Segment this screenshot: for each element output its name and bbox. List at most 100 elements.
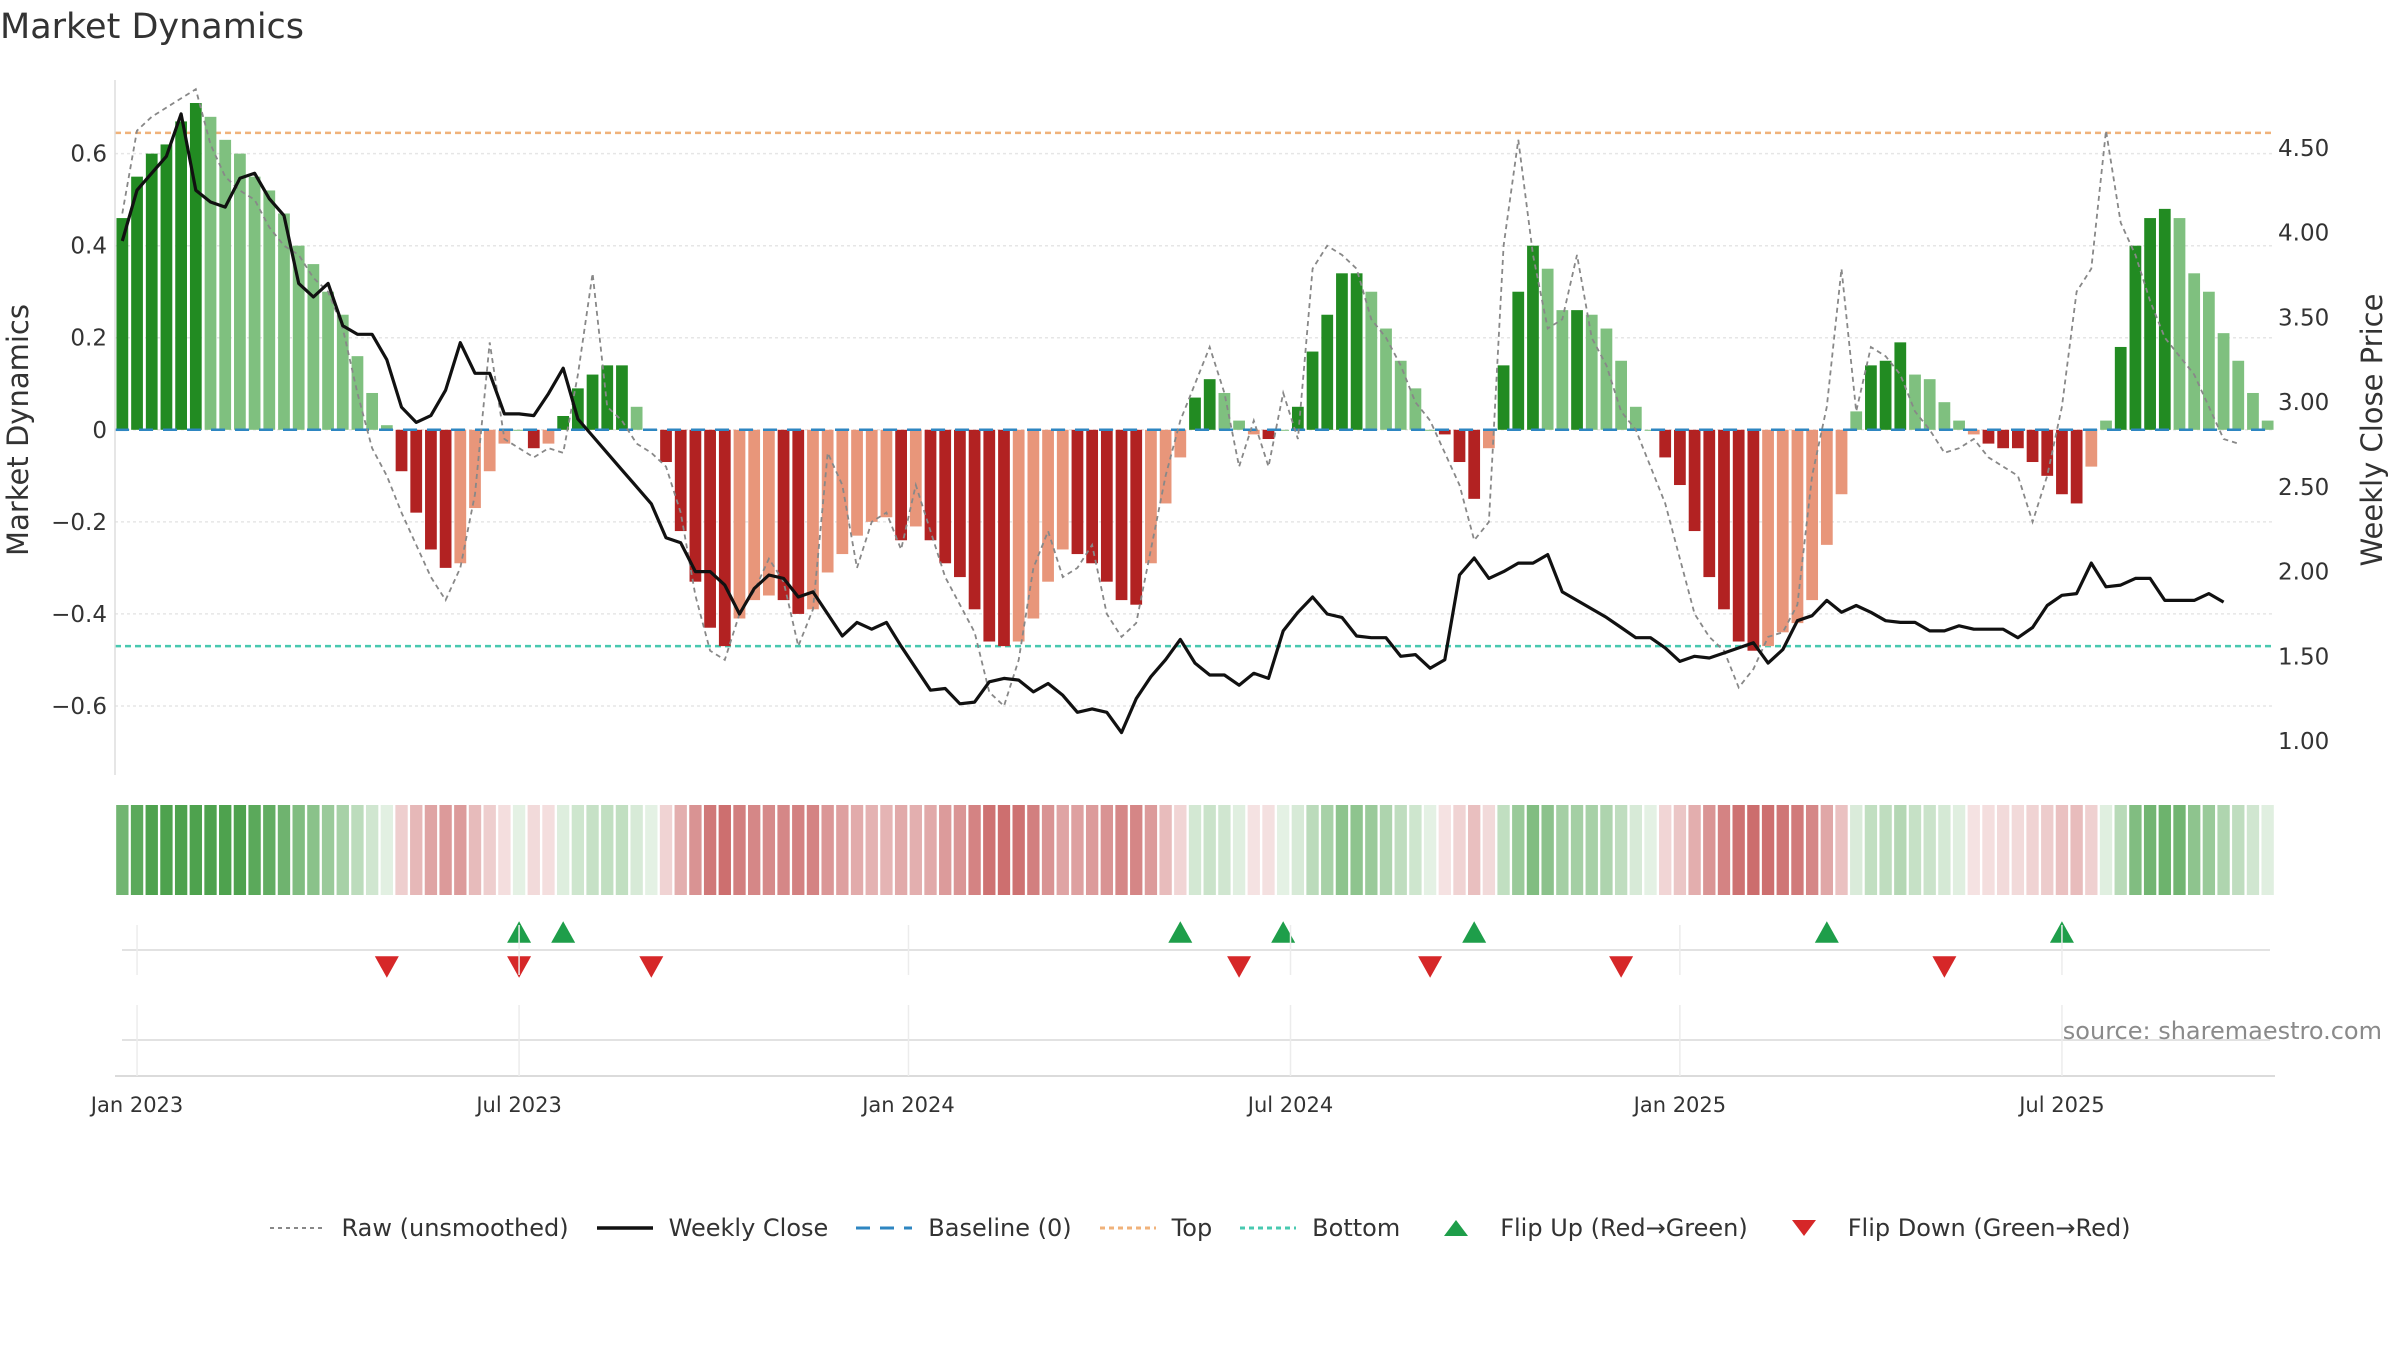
dynamics-bar: [1732, 429, 1745, 642]
dynamics-bar: [1571, 310, 1583, 430]
y-tick-label: 0.6: [70, 142, 107, 168]
heat-cell: [601, 805, 614, 895]
heat-cell: [821, 805, 834, 895]
heat-cell: [1967, 805, 1980, 895]
heat-cell: [1512, 805, 1525, 895]
dynamics-bar: [1100, 429, 1113, 582]
y-tick-label: 0.2: [70, 326, 107, 352]
dynamics-bar: [1277, 429, 1290, 431]
heat-cell: [2011, 805, 2025, 895]
y2-tick-label: 1.50: [2278, 644, 2329, 670]
y2-tick-label: 4.00: [2278, 221, 2329, 247]
dynamics-bar: [1189, 397, 1201, 430]
legend-swatch-icon: [1444, 1220, 1469, 1236]
heat-cell: [1012, 805, 1025, 895]
heat-cell: [674, 805, 687, 895]
legend-label: Bottom: [1312, 1214, 1401, 1242]
dynamics-bar: [1967, 429, 1980, 435]
heat-cell: [1614, 805, 1628, 895]
reference-lines: [115, 131, 2275, 648]
dynamics-bar: [748, 429, 761, 601]
dynamics-bar: [1585, 314, 1598, 430]
heat-cell: [1864, 805, 1878, 895]
dynamics-bar: [630, 406, 643, 430]
legend-label: Top: [1171, 1214, 1213, 1242]
dynamics-bar: [2085, 429, 2098, 467]
dynamics-bar: [1336, 273, 1348, 430]
legend-swatch-icon: [856, 1226, 913, 1230]
legend: Raw (unsmoothed) Weekly Close Baseline (0)…: [0, 1208, 2400, 1248]
heat-cell: [1659, 805, 1672, 895]
heat-cell: [1321, 805, 1334, 895]
dynamics-bar: [116, 218, 129, 430]
heat-cell: [806, 805, 820, 895]
dynamics-bar: [1629, 406, 1642, 430]
heat-cell: [1497, 805, 1510, 895]
dynamics-bar: [483, 429, 496, 472]
dynamics-bar: [1600, 328, 1613, 430]
heat-cell: [1982, 805, 1995, 895]
dynamics-bar: [1159, 429, 1172, 504]
dynamics-bar: [351, 356, 364, 430]
heat-cell: [1952, 805, 1966, 895]
y2-tick-label: 1.00: [2278, 729, 2329, 755]
heat-cell: [1894, 805, 1907, 895]
heat-cell: [1276, 805, 1290, 895]
heat-cell: [1732, 805, 1745, 895]
heat-cell: [1644, 805, 1657, 895]
heat-cell: [2158, 805, 2171, 895]
legend-label: Flip Up (Red→Green): [1500, 1214, 1748, 1242]
dynamics-bar: [1527, 245, 1539, 430]
dynamics-bar: [733, 429, 746, 619]
dynamics-bar: [571, 388, 584, 430]
dynamics-bar: [1145, 429, 1157, 564]
heat-cell: [2041, 805, 2054, 895]
heat-cell: [351, 805, 364, 895]
x-tick-label: Jan 2024: [860, 1093, 955, 1117]
heat-cell: [2070, 805, 2083, 895]
heat-cell: [865, 805, 878, 895]
dynamics-bar: [954, 429, 966, 578]
dynamics-bar: [2232, 360, 2245, 430]
dynamics-bar: [189, 103, 202, 430]
heat-cell: [2099, 805, 2113, 895]
heat-cell: [1556, 805, 1569, 895]
heat-cell: [2085, 805, 2098, 895]
heat-cell: [1703, 805, 1716, 895]
legend-swatch-icon: [1791, 1220, 1816, 1236]
dynamics-bar: [865, 429, 878, 522]
x-tick-label: Jan 2023: [89, 1093, 184, 1117]
heat-cell: [116, 805, 129, 895]
heat-cell: [145, 805, 158, 895]
dynamics-bar: [909, 429, 922, 527]
dynamics-bar: [1982, 429, 1995, 444]
heat-cell: [1130, 805, 1143, 895]
dynamics-bar: [1497, 365, 1510, 430]
dynamics-bar: [880, 429, 893, 518]
y-tick-label: 0.4: [70, 234, 107, 260]
dynamics-bar: [425, 429, 437, 550]
heat-cell: [483, 805, 496, 895]
dynamics-bar: [469, 429, 481, 509]
dynamics-bar: [821, 429, 834, 573]
dynamics-bar: [527, 429, 540, 449]
dynamics-bar: [2158, 208, 2171, 430]
axes: 0.6 0.4 0.2 0 −0.2 −0.4 −0.6 4.50 4.00 3.50 3.00 2.…: [51, 80, 2329, 775]
heat-cell: [2246, 805, 2260, 895]
heat-cell: [718, 805, 731, 895]
dynamics-bar: [1644, 429, 1657, 431]
heat-cell: [1159, 805, 1172, 895]
heat-cell: [953, 805, 967, 895]
heat-cell: [1247, 805, 1260, 895]
dynamics-bar: [278, 213, 290, 430]
dynamics-bar: [2056, 429, 2068, 495]
y2-tick-label: 3.50: [2278, 305, 2329, 331]
heat-cell: [1174, 805, 1187, 895]
legend-swatch-icon: [1099, 1226, 1156, 1230]
heat-cell: [189, 805, 202, 895]
heat-cell: [1115, 805, 1128, 895]
dynamics-bar: [1424, 429, 1436, 431]
heat-cell: [2188, 805, 2201, 895]
x-tick-label: Jan 2025: [1632, 1093, 1727, 1117]
dynamics-bar: [1894, 342, 1907, 430]
